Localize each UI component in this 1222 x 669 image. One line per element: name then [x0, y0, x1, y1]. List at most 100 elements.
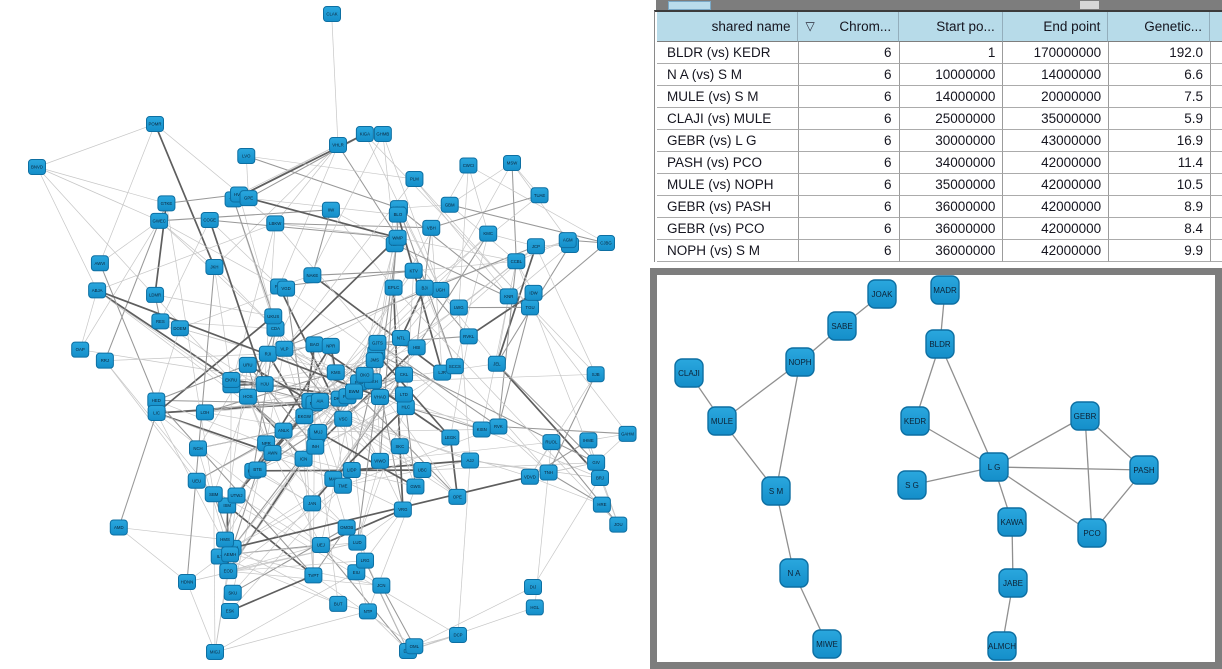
network-node-MULE[interactable]: MULE [707, 406, 737, 436]
network-node[interactable]: AWN [263, 444, 282, 461]
table-cell[interactable]: 5.9 [1109, 108, 1211, 130]
table-cell[interactable]: NOPH (vs) S M [657, 240, 799, 262]
main-network-view[interactable]: BNVDPOMRVHLRMSWHUJKCJBGHDNNMIGJDANDCPDIJ… [0, 0, 650, 669]
network-node[interactable]: KTV [404, 262, 423, 279]
network-node[interactable]: GAHM [618, 425, 637, 442]
node-shape[interactable] [499, 288, 518, 305]
node-shape[interactable] [998, 568, 1028, 598]
network-edge[interactable] [317, 431, 416, 488]
network-node[interactable]: GBM [440, 196, 459, 213]
column-header-genetic[interactable]: Genetic... [1108, 12, 1210, 42]
table-row[interactable]: BLDR (vs) KEDR 6 1 170000000 192.0 [657, 42, 1222, 64]
network-edge[interactable] [303, 372, 443, 460]
network-node[interactable]: SKU [223, 584, 242, 601]
table-row[interactable]: N A (vs) S M 6 10000000 14000000 6.6 [657, 64, 1222, 86]
table-cell[interactable] [1210, 174, 1222, 196]
table-cell[interactable]: BLDR (vs) KEDR [657, 42, 799, 64]
node-shape[interactable] [526, 238, 545, 255]
network-node[interactable]: UBC [413, 462, 432, 479]
network-edge[interactable] [397, 237, 517, 262]
network-node[interactable]: TME [333, 477, 352, 494]
column-header-endpoint[interactable]: End point [1002, 12, 1109, 42]
network-node[interactable]: TVPT [304, 567, 323, 584]
node-shape[interactable] [311, 537, 330, 554]
node-shape[interactable] [294, 450, 313, 467]
table-cell[interactable]: 6.6 [1109, 64, 1211, 86]
network-node[interactable]: HGL [525, 599, 544, 616]
node-shape[interactable] [348, 534, 367, 551]
node-shape[interactable] [930, 275, 960, 305]
table-cell[interactable]: 192.0 [1109, 42, 1211, 64]
dense-network-canvas[interactable]: BNVDPOMRVHLRMSWHUJKCJBGHDNNMIGJDANDCPDIJ… [0, 0, 650, 669]
network-edge[interactable] [377, 342, 482, 430]
network-node[interactable]: VHAO [370, 388, 389, 405]
node-shape[interactable] [334, 410, 353, 427]
network-node[interactable]: LUD [348, 534, 367, 551]
network-edge[interactable] [392, 287, 401, 447]
node-shape[interactable] [472, 421, 491, 438]
node-shape[interactable] [95, 352, 114, 369]
table-cell[interactable]: 30000000 [899, 130, 1004, 152]
network-edge[interactable] [228, 560, 366, 572]
network-edge[interactable] [356, 460, 381, 543]
node-shape[interactable] [344, 383, 363, 400]
node-shape[interactable] [337, 519, 356, 536]
table-cell[interactable]: GEBR (vs) L G [657, 130, 799, 152]
node-shape[interactable] [558, 232, 577, 249]
network-node-BLDR[interactable]: BLDR [925, 329, 955, 359]
node-shape[interactable] [170, 320, 189, 337]
network-node-LG[interactable]: L G [979, 452, 1009, 482]
node-shape[interactable] [507, 253, 526, 270]
network-node[interactable]: AMD [109, 519, 128, 536]
network-edge[interactable] [79, 290, 98, 350]
table-row[interactable]: MULE (vs) S M 6 14000000 20000000 7.5 [657, 86, 1222, 108]
network-node[interactable]: UKUS [264, 308, 283, 325]
network-edge[interactable] [274, 144, 339, 224]
network-edge[interactable] [246, 155, 415, 180]
network-node[interactable]: OML [405, 638, 424, 655]
network-edge[interactable] [104, 203, 167, 361]
network-edge[interactable] [407, 607, 535, 652]
network-edge[interactable] [529, 307, 628, 435]
network-edge[interactable] [36, 123, 156, 168]
table-cell[interactable]: 43000000 [1003, 130, 1110, 152]
network-node[interactable]: UGH [431, 282, 450, 299]
node-shape[interactable] [448, 488, 467, 505]
network-node[interactable]: AEMH [221, 546, 240, 563]
network-edge[interactable] [160, 321, 305, 417]
network-node[interactable]: EOD [219, 563, 238, 580]
network-edge[interactable] [375, 237, 398, 354]
network-edge[interactable] [231, 359, 375, 386]
node-shape[interactable] [333, 477, 352, 494]
network-node[interactable]: EKRU [222, 371, 241, 388]
table-cell[interactable]: 6 [798, 108, 900, 130]
network-node[interactable]: OMOB [337, 519, 356, 536]
node-shape[interactable] [388, 229, 407, 246]
node-shape[interactable] [579, 432, 598, 449]
network-node[interactable]: MUJ [309, 424, 328, 441]
table-row[interactable]: PASH (vs) PCO 6 34000000 42000000 11.4 [657, 152, 1222, 174]
node-shape[interactable] [356, 552, 375, 569]
network-edge[interactable] [481, 429, 601, 479]
table-cell[interactable]: MULE (vs) NOPH [657, 174, 799, 196]
node-shape[interactable] [609, 516, 628, 533]
table-row[interactable]: MULE (vs) NOPH 6 35000000 42000000 10.5 [657, 174, 1222, 196]
node-shape[interactable] [274, 422, 293, 439]
network-edge-LG-PASH[interactable] [993, 466, 1145, 471]
network-edge[interactable] [179, 288, 287, 329]
node-shape[interactable] [147, 404, 166, 421]
node-shape[interactable] [223, 584, 242, 601]
network-node[interactable]: DIJ [524, 579, 542, 595]
network-node[interactable]: TUAE [530, 187, 549, 204]
table-cell[interactable]: 1 [899, 42, 1004, 64]
node-shape[interactable] [592, 496, 611, 513]
node-shape[interactable] [373, 126, 392, 142]
network-node[interactable]: JCP [526, 238, 545, 255]
table-cell[interactable]: 170000000 [1003, 42, 1110, 64]
table-cell[interactable]: 14000000 [1003, 64, 1110, 86]
network-edge[interactable] [314, 346, 418, 448]
table-cell[interactable]: 11.4 [1109, 152, 1211, 174]
network-edge[interactable] [382, 133, 396, 245]
node-shape[interactable] [707, 406, 737, 436]
filter-icon[interactable]: ▽ [805, 18, 815, 33]
